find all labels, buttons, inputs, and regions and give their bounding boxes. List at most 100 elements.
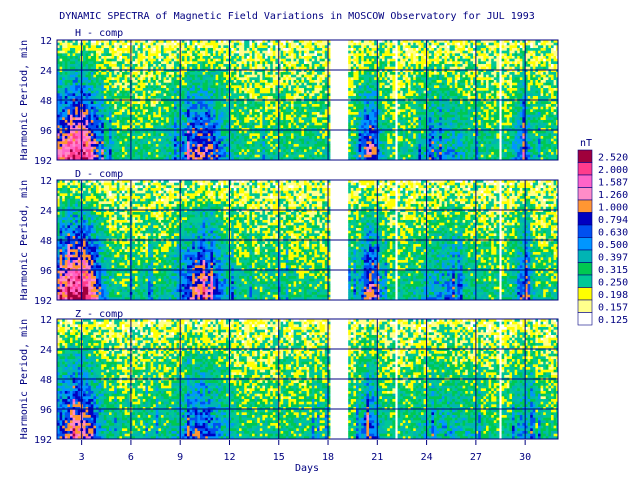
spectrum-cell	[236, 96, 240, 100]
spectrum-cell	[239, 96, 242, 100]
spectrum-cell	[119, 85, 123, 89]
spectrum-cell	[319, 157, 323, 160]
spectrum-cell	[179, 104, 183, 108]
spectrum-cell	[187, 138, 190, 142]
spectrum-cell	[161, 104, 164, 108]
spectrum-cell	[124, 72, 128, 76]
spectrum-cell	[127, 136, 131, 140]
spectrum-cell	[161, 114, 164, 118]
spectrum-cell	[101, 77, 105, 81]
spectrum-cell	[304, 136, 307, 140]
spectrum-cell	[174, 106, 177, 110]
spectrum-cell	[262, 72, 266, 76]
spectrum-cell	[179, 149, 183, 153]
spectrum-cell	[187, 50, 190, 54]
spectrum-cell	[249, 82, 253, 86]
spectrum-cell	[205, 106, 209, 110]
spectrum-cell	[239, 61, 242, 65]
spectrum-cell	[119, 56, 123, 60]
spectrum-cell	[83, 42, 86, 46]
spectrum-cell	[174, 90, 177, 94]
spectrum-cell	[298, 106, 302, 110]
spectrum-cell	[249, 109, 253, 113]
spectrum-cell	[267, 58, 271, 62]
spectrum-cell	[301, 146, 305, 150]
spectrum-cell	[90, 88, 94, 92]
spectrum-cell	[197, 40, 201, 44]
spectrum-cell	[304, 138, 307, 142]
spectrum-cell	[67, 72, 71, 76]
spectrum-cell	[226, 82, 229, 86]
spectrum-cell	[223, 53, 227, 57]
spectrum-cell	[148, 138, 151, 142]
spectrum-cell	[231, 154, 235, 158]
spectrum-cell	[101, 90, 105, 94]
spectrum-cell	[280, 93, 284, 97]
spectrum-cell	[218, 112, 222, 116]
spectrum-cell	[272, 125, 276, 129]
spectrum-cell	[140, 109, 144, 113]
spectrum-cell	[285, 149, 289, 153]
spectrum-cell	[275, 117, 279, 121]
spectrum-cell	[356, 136, 359, 140]
spectrum-cell	[288, 90, 292, 94]
spectrum-cell	[67, 154, 71, 158]
spectrum-cell	[228, 157, 232, 160]
spectrum-cell	[262, 109, 266, 113]
spectrum-cell	[356, 106, 359, 110]
spectrum-cell	[106, 82, 110, 86]
spectrum-cell	[207, 125, 211, 129]
spectrum-cell	[324, 48, 328, 52]
spectrum-cell	[77, 120, 81, 124]
spectrum-cell	[236, 64, 240, 68]
spectrum-cell	[356, 61, 359, 65]
spectrum-cell	[127, 144, 131, 148]
spectrum-cell	[267, 122, 271, 126]
spectrum-cell	[142, 90, 146, 94]
spectrum-cell	[215, 136, 219, 140]
spectrum-cell	[215, 104, 219, 108]
spectrum-cell	[298, 112, 302, 116]
spectrum-cell	[176, 82, 180, 86]
spectrum-cell	[179, 48, 183, 52]
spectrum-cell	[291, 93, 294, 97]
spectrum-cell	[148, 152, 151, 156]
spectrum-cell	[106, 58, 110, 62]
spectrum-cell	[145, 101, 149, 105]
spectrum-cell	[140, 58, 144, 62]
spectrum-cell	[101, 109, 105, 113]
spectrum-cell	[192, 64, 196, 68]
spectrum-cell	[101, 146, 105, 150]
spectrum-cell	[62, 58, 66, 62]
spectrum-cell	[148, 106, 151, 110]
spectrum-cell	[223, 122, 227, 126]
spectrum-cell	[140, 112, 144, 116]
spectrum-cell	[239, 80, 242, 84]
spectrum-cell	[361, 88, 365, 92]
spectrum-cell	[322, 42, 326, 46]
spectrum-cell	[88, 152, 92, 156]
spectrum-cell	[168, 136, 172, 140]
spectrum-cell	[122, 112, 125, 116]
spectrum-cell	[296, 50, 300, 54]
spectrum-cell	[124, 82, 128, 86]
spectrum-cell	[62, 133, 66, 137]
spectrum-cell	[124, 112, 128, 116]
spectrum-cell	[98, 80, 102, 84]
spectrum-cell	[192, 69, 196, 73]
spectrum-cell	[127, 77, 131, 81]
spectrum-cell	[155, 146, 159, 150]
spectrum-cell	[163, 144, 167, 148]
spectrum-cell	[75, 53, 79, 57]
spectrum-cell	[150, 144, 154, 148]
spectrum-cell	[135, 66, 138, 70]
spectrum-cell	[218, 77, 222, 81]
spectrum-cell	[171, 112, 175, 116]
spectrum-cell	[233, 152, 237, 156]
spectrum-cell	[223, 72, 227, 76]
spectrum-cell	[158, 112, 162, 116]
spectrum-cell	[83, 61, 86, 65]
spectrum-cell	[270, 125, 274, 129]
spectrum-cell	[109, 133, 112, 137]
spectrum-cell	[197, 146, 201, 150]
